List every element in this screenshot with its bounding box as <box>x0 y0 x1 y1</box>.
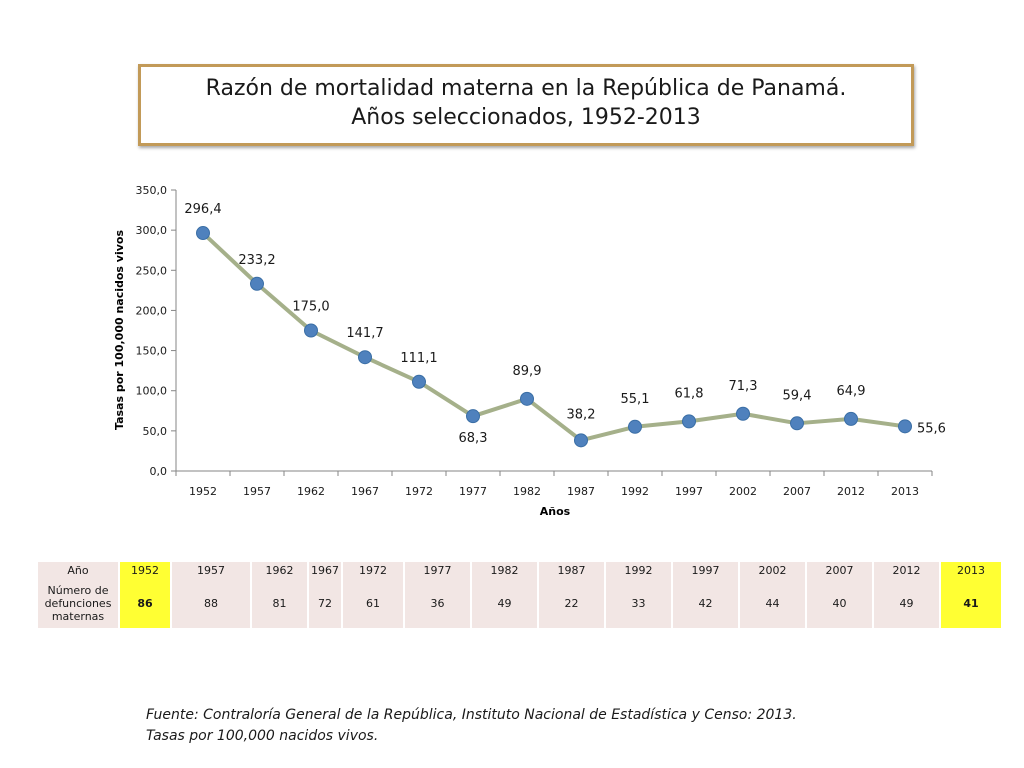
table-cell-year: 1967 <box>309 562 341 578</box>
data-point <box>628 419 642 434</box>
chart-data-labels: 296,4 233,2 175,0 141,7 111,1 68,3 89,9 38,2 55,… <box>184 202 946 446</box>
table-cell-deaths: 41 <box>941 578 1001 628</box>
data-point <box>304 323 318 338</box>
table-cell-year: 1977 <box>405 562 470 578</box>
y-tick-label: 50,0 <box>143 425 168 438</box>
table-cell-deaths: 42 <box>673 578 738 628</box>
table-cell-year: 1952 <box>120 562 170 578</box>
table-cell-year: 1997 <box>673 562 738 578</box>
table-cell-year: 2013 <box>941 562 1001 578</box>
y-axis-label: Tasas por 100,000 nacidos vivos <box>113 230 126 430</box>
x-tick-label: 1957 <box>243 485 271 498</box>
table-cell-year: 2002 <box>740 562 805 578</box>
x-tick-label: 2013 <box>891 485 919 498</box>
table-cell-deaths: 49 <box>874 578 939 628</box>
data-label: 55,6 <box>917 421 946 436</box>
chart-axes: 0,0 50,0 100,0 150,0 200,0 250,0 300,0 350,0 195… <box>136 184 933 498</box>
data-label: 64,9 <box>837 384 866 399</box>
table-cell-deaths: 44 <box>740 578 805 628</box>
data-point <box>466 409 480 424</box>
data-point <box>196 226 210 241</box>
data-label: 233,2 <box>238 253 275 268</box>
table-cell-deaths: 36 <box>405 578 470 628</box>
table-row-deaths: Número de defunciones maternas 86 88 81 72 61… <box>38 578 1001 628</box>
data-label: 59,4 <box>783 388 812 403</box>
series-line <box>201 231 906 443</box>
chart-title: Razón de mortalidad materna en la Repúbl… <box>205 76 847 101</box>
table-cell-year: 1957 <box>172 562 250 578</box>
table-cell-year: 2007 <box>807 562 872 578</box>
data-point <box>520 391 534 406</box>
chart-subtitle: Años seleccionados, 1952-2013 <box>351 105 701 130</box>
table-cell-deaths: 72 <box>309 578 341 628</box>
x-tick-label: 1972 <box>405 485 433 498</box>
table-cell-deaths: 61 <box>343 578 403 628</box>
x-tick-label: 1987 <box>567 485 595 498</box>
data-label: 89,9 <box>513 364 542 379</box>
data-point <box>682 414 696 429</box>
data-label: 296,4 <box>184 202 221 217</box>
table-cell-year: 1992 <box>606 562 671 578</box>
data-label: 61,8 <box>675 386 704 401</box>
table-row-years: Año 1952 1957 1962 1967 1972 1977 1982 1987 1992 1… <box>38 562 1001 578</box>
data-label: 68,3 <box>459 431 488 446</box>
x-tick-label: 1982 <box>513 485 541 498</box>
source-line: Fuente: Contraloría General de la Repúbl… <box>146 707 797 723</box>
x-tick-label: 1992 <box>621 485 649 498</box>
table-cell-deaths: 40 <box>807 578 872 628</box>
table-cell-year: 2012 <box>874 562 939 578</box>
line-chart: 0,0 50,0 100,0 150,0 200,0 250,0 300,0 350,0 195… <box>113 184 946 518</box>
source-note: Fuente: Contraloría General de la Repúbl… <box>146 705 797 747</box>
x-tick-label: 2007 <box>783 485 811 498</box>
y-tick-label: 350,0 <box>136 184 168 197</box>
x-tick-label: 1977 <box>459 485 487 498</box>
table-cell-deaths: 88 <box>172 578 250 628</box>
table-cell-deaths: 86 <box>120 578 170 628</box>
data-point <box>250 276 264 291</box>
table-cell-deaths: 22 <box>539 578 604 628</box>
data-label: 71,3 <box>729 379 758 394</box>
data-point <box>574 433 588 448</box>
y-tick-label: 150,0 <box>136 345 168 358</box>
table-cell-deaths: 49 <box>472 578 537 628</box>
data-point <box>736 406 750 421</box>
x-tick-label: 1952 <box>189 485 217 498</box>
table-cell-deaths: 33 <box>606 578 671 628</box>
x-tick-label: 1967 <box>351 485 379 498</box>
data-label: 175,0 <box>292 300 329 315</box>
chart-title-box: Razón de mortalidad materna en la Repúbl… <box>138 64 914 146</box>
data-point <box>898 419 912 434</box>
table-cell-year: 1962 <box>252 562 307 578</box>
data-label: 38,2 <box>567 407 596 422</box>
table-row-label: Número de defunciones maternas <box>38 578 118 628</box>
table-row-label: Año <box>38 562 118 578</box>
x-tick-label: 2012 <box>837 485 865 498</box>
data-point <box>844 411 858 426</box>
data-label: 111,1 <box>400 351 437 366</box>
x-axis-label: Años <box>540 505 571 518</box>
data-point <box>412 374 426 389</box>
data-label: 55,1 <box>621 392 650 407</box>
table-cell-deaths: 81 <box>252 578 307 628</box>
data-point <box>790 416 804 431</box>
x-tick-label: 1997 <box>675 485 703 498</box>
data-label: 141,7 <box>346 326 383 341</box>
chart-series <box>196 226 912 448</box>
table-cell-year: 1987 <box>539 562 604 578</box>
x-tick-label: 1962 <box>297 485 325 498</box>
y-tick-label: 200,0 <box>136 304 168 317</box>
x-tick-label: 2002 <box>729 485 757 498</box>
y-tick-label: 0,0 <box>150 465 168 478</box>
rate-note: Tasas por 100,000 nacidos vivos. <box>146 728 379 744</box>
y-tick-label: 250,0 <box>136 264 168 277</box>
data-point <box>358 350 372 365</box>
deaths-table: Año 1952 1957 1962 1967 1972 1977 1982 1987 1992 1… <box>36 562 1003 628</box>
table-cell-year: 1972 <box>343 562 403 578</box>
y-tick-label: 300,0 <box>136 224 168 237</box>
y-tick-label: 100,0 <box>136 385 168 398</box>
table-cell-year: 1982 <box>472 562 537 578</box>
